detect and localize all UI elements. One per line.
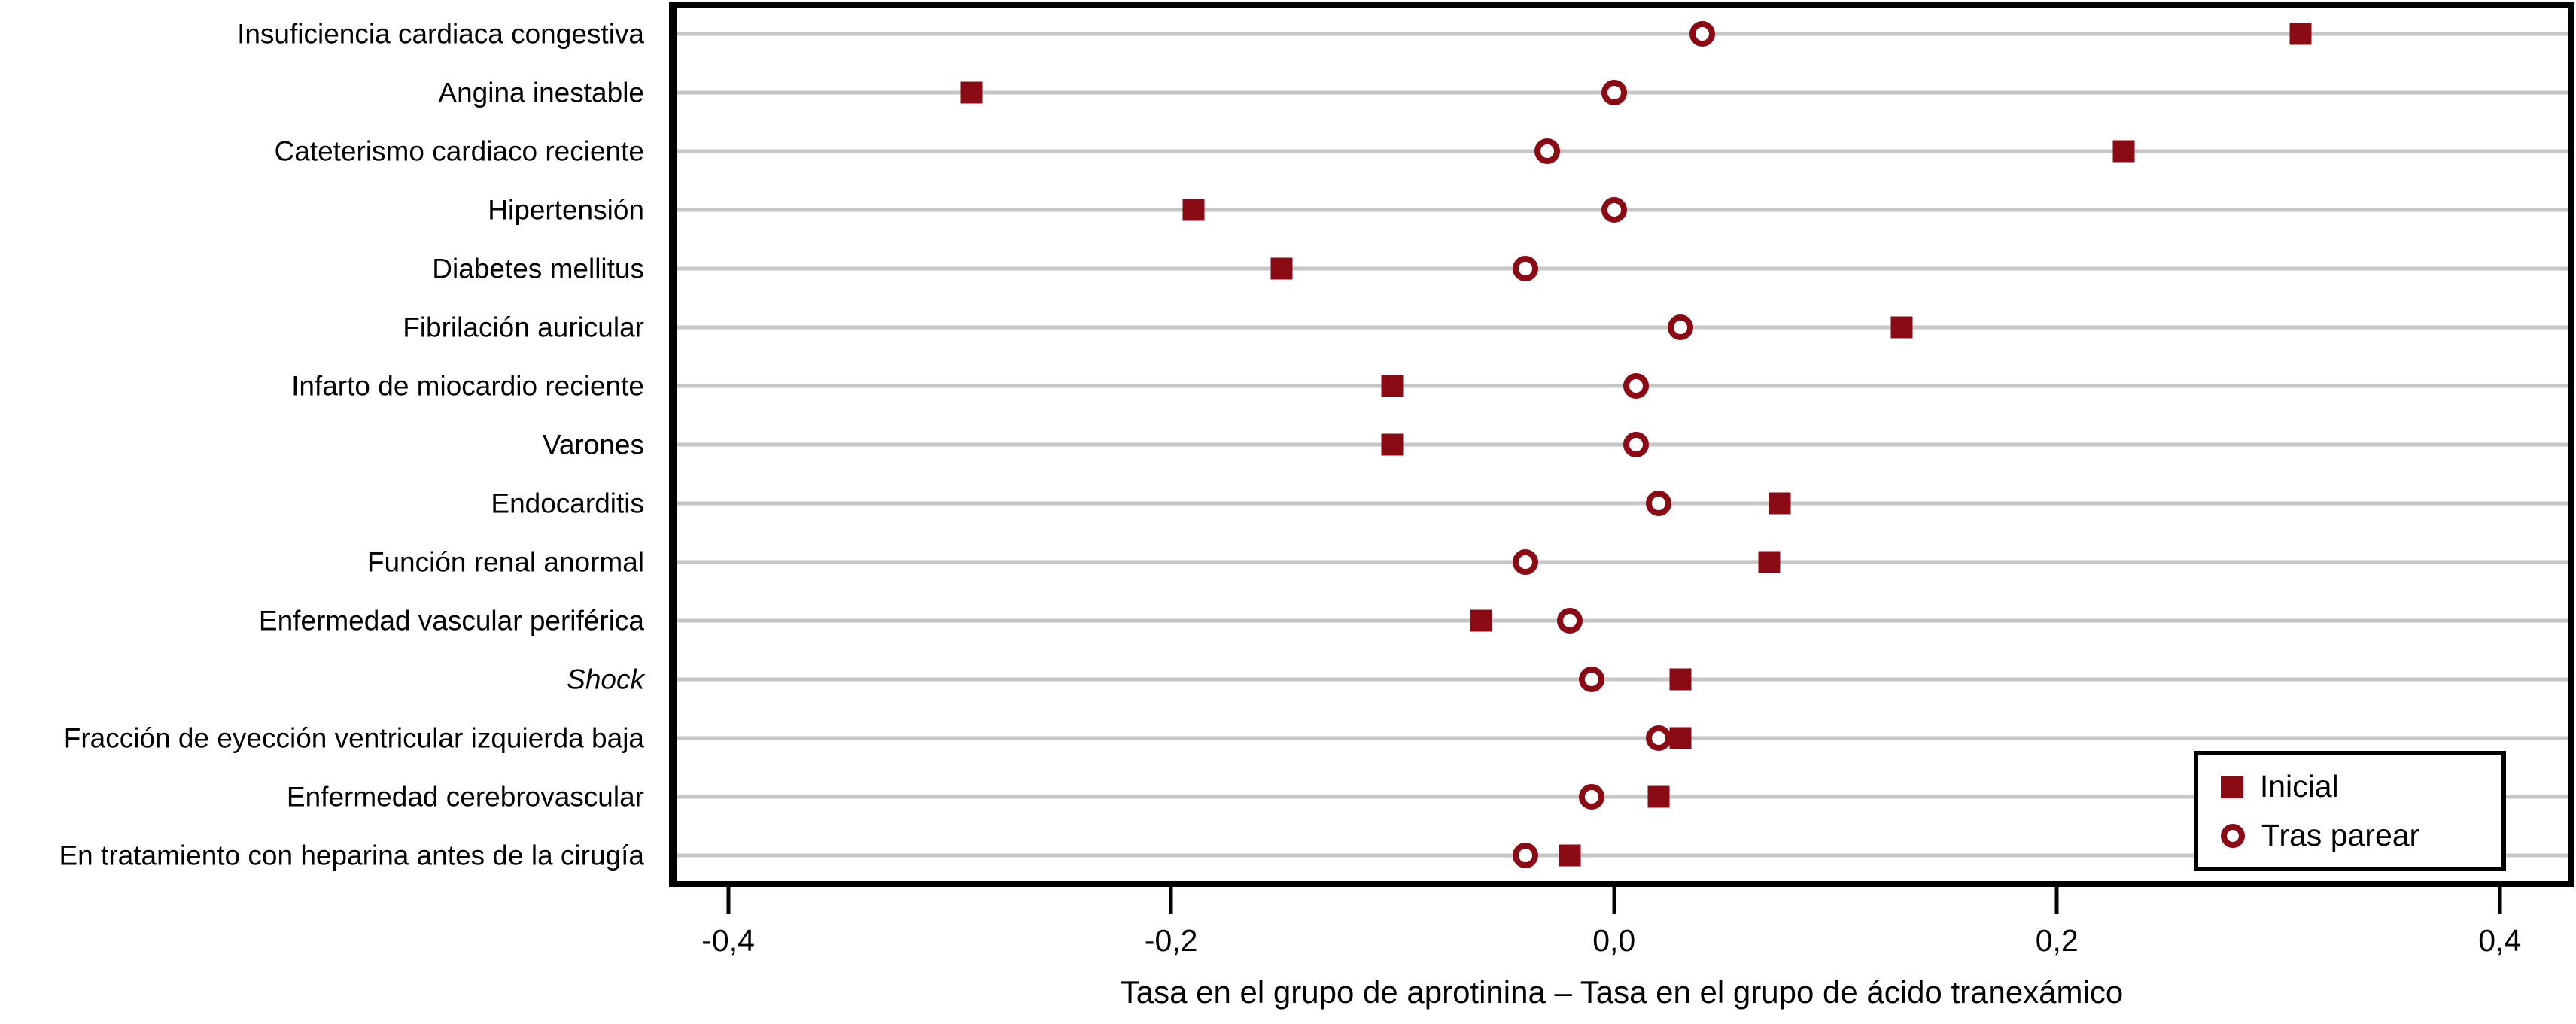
- zero-reference-line: [673, 8, 677, 881]
- legend-item-inicial: Inicial: [2220, 769, 2501, 804]
- marker-inicial: [2112, 140, 2135, 163]
- legend-label-tras-parear: Tras parear: [2261, 818, 2420, 853]
- gridline: [675, 32, 2568, 36]
- x-axis: -0,4 -0,2 0,0 0,2 0,4: [675, 887, 2568, 985]
- category-label: Angina inestable: [438, 77, 644, 108]
- x-axis-tick-label: -0,4: [701, 923, 755, 958]
- marker-inicial: [1669, 668, 1692, 691]
- gridline: [675, 325, 2568, 330]
- x-axis-tick: [2498, 887, 2502, 914]
- marker-inicial: [1647, 785, 1670, 808]
- marker-inicial: [1669, 727, 1692, 749]
- marker-inicial: [1182, 199, 1205, 221]
- marker-tras-parear: [1645, 725, 1671, 751]
- marker-inicial: [1890, 316, 1913, 339]
- category-label: Función renal anormal: [366, 546, 644, 578]
- x-axis-tick-label: -0,2: [1144, 923, 1198, 958]
- x-axis-tick: [1169, 887, 1173, 914]
- plot-area: Inicial Tras parear: [669, 2, 2574, 887]
- category-label: Cateterismo cardiaco reciente: [274, 135, 645, 167]
- x-axis-tick-label: 0,4: [2478, 923, 2522, 958]
- marker-tras-parear: [1512, 255, 1538, 281]
- category-label: Varones: [542, 429, 644, 460]
- marker-inicial: [2289, 23, 2312, 45]
- gridline: [675, 736, 2568, 740]
- marker-tras-parear: [1512, 843, 1538, 868]
- category-label: Endocarditis: [491, 488, 644, 519]
- gridline: [675, 795, 2568, 799]
- marker-inicial: [1470, 609, 1492, 632]
- gridline: [675, 384, 2568, 388]
- marker-inicial: [1769, 492, 1791, 515]
- category-label: En tratamiento con heparina antes de la …: [59, 840, 645, 871]
- marker-tras-parear: [1579, 784, 1605, 810]
- legend: Inicial Tras parear: [2193, 751, 2506, 872]
- x-axis-tick-label: 0,0: [1592, 923, 1636, 958]
- marker-inicial: [1270, 257, 1293, 280]
- marker-tras-parear: [1645, 491, 1671, 516]
- gridline: [675, 618, 2568, 623]
- marker-tras-parear: [1667, 314, 1693, 340]
- filled-square-icon: [2220, 775, 2243, 798]
- marker-inicial: [1381, 433, 1404, 456]
- category-label: Infarto de miocardio reciente: [291, 370, 644, 402]
- plot-content: Inicial Tras parear: [673, 8, 2568, 881]
- open-circle-icon: [2220, 823, 2245, 848]
- x-axis-label: Tasa en el grupo de aprotinina – Tasa en…: [1120, 974, 2124, 1010]
- gridline: [675, 853, 2568, 858]
- marker-inicial: [1559, 844, 1581, 867]
- category-label: Insuficiencia cardiaca congestiva: [237, 18, 644, 50]
- x-axis-tick: [2054, 887, 2059, 914]
- marker-tras-parear: [1601, 196, 1627, 223]
- category-labels: Insuficiencia cardiaca congestiva Angina …: [0, 8, 656, 881]
- category-label: Enfermedad cerebrovascular: [286, 781, 644, 813]
- gridline: [675, 442, 2568, 447]
- category-label: Fracción de eyección ventricular izquier…: [63, 722, 644, 754]
- category-label: Fibrilación auricular: [403, 311, 644, 343]
- category-label: Enfermedad vascular periférica: [258, 605, 644, 637]
- x-axis-tick: [726, 887, 731, 914]
- gridline: [675, 266, 2568, 271]
- marker-tras-parear: [1579, 667, 1605, 692]
- gridline: [675, 560, 2568, 564]
- gridline: [675, 149, 2568, 153]
- category-label: Diabetes mellitus: [432, 253, 644, 284]
- marker-inicial: [960, 81, 983, 104]
- x-axis-tick: [1612, 887, 1616, 914]
- legend-item-tras-parear: Tras parear: [2220, 818, 2501, 853]
- category-label: Shock: [567, 664, 644, 695]
- marker-tras-parear: [1623, 372, 1650, 399]
- gridline: [675, 677, 2568, 682]
- gridline: [675, 501, 2568, 506]
- x-axis-tick-label: 0,2: [2035, 923, 2079, 958]
- category-label: Hipertensión: [488, 194, 644, 226]
- legend-label-inicial: Inicial: [2259, 769, 2339, 804]
- marker-tras-parear: [1689, 20, 1716, 47]
- marker-inicial: [1758, 551, 1781, 573]
- marker-tras-parear: [1534, 138, 1561, 164]
- marker-tras-parear: [1556, 608, 1583, 634]
- marker-tras-parear: [1512, 549, 1538, 575]
- marker-tras-parear: [1601, 79, 1627, 105]
- marker-tras-parear: [1623, 432, 1650, 457]
- marker-inicial: [1381, 375, 1404, 397]
